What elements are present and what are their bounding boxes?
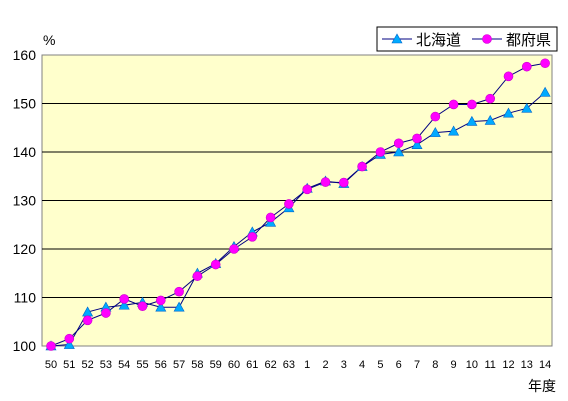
x-tick-label: 61 bbox=[246, 359, 258, 371]
y-tick-label: 110 bbox=[14, 290, 37, 306]
data-point-triangle bbox=[521, 102, 533, 113]
x-tick-label: 1 bbox=[304, 359, 310, 371]
x-axis-ticks: 50 51 52 53 54 55 56 57 58 59 60 61 62 63 1 2 3 4 5 6 7 8 9 10 1… bbox=[45, 359, 551, 371]
data-point-triangle bbox=[502, 107, 515, 118]
x-tick-label: 57 bbox=[173, 359, 185, 371]
y-tick-label: 150 bbox=[13, 96, 37, 112]
data-point-circle bbox=[210, 259, 221, 270]
data-point-circle bbox=[503, 71, 514, 82]
x-tick-label: 7 bbox=[414, 359, 420, 371]
data-point-circle bbox=[320, 177, 331, 187]
x-tick-label: 11 bbox=[484, 359, 495, 371]
data-point-triangle bbox=[63, 338, 75, 349]
data-point-circle bbox=[393, 138, 404, 149]
data-point-circle bbox=[357, 161, 367, 172]
y-tick-label: 140 bbox=[13, 144, 37, 160]
y-tick-label: 130 bbox=[13, 193, 37, 209]
data-point-circle bbox=[101, 308, 111, 318]
legend-circle-marker bbox=[482, 34, 492, 44]
y-axis-ticks: 100 110 120 130 140 150 160 bbox=[13, 47, 37, 354]
x-axis-unit-label: 年度 bbox=[528, 378, 556, 394]
data-point-triangle bbox=[155, 301, 167, 312]
data-point-circle bbox=[302, 184, 313, 195]
data-point-circle bbox=[64, 333, 75, 344]
data-point-circle bbox=[375, 147, 386, 157]
data-point-circle bbox=[174, 286, 184, 297]
data-point-circle bbox=[46, 341, 56, 351]
data-point-circle bbox=[284, 199, 294, 209]
data-point-circle bbox=[119, 294, 129, 304]
data-point-circle bbox=[412, 133, 422, 144]
data-point-triangle bbox=[411, 139, 423, 150]
data-point-triangle bbox=[448, 125, 460, 136]
data-point-circle bbox=[485, 93, 496, 104]
x-tick-label: 4 bbox=[359, 359, 365, 371]
x-tick-label: 55 bbox=[136, 359, 148, 371]
x-tick-label: 3 bbox=[341, 359, 347, 371]
x-tick-label: 53 bbox=[100, 359, 112, 371]
x-tick-label: 14 bbox=[539, 359, 551, 371]
x-tick-label: 50 bbox=[45, 359, 57, 371]
legend-label-hokkaido: 北海道 bbox=[416, 32, 461, 49]
x-tick-label: 2 bbox=[322, 359, 328, 371]
x-tick-label: 12 bbox=[502, 359, 514, 371]
x-tick-label: 13 bbox=[521, 359, 533, 371]
x-tick-label: 8 bbox=[432, 359, 438, 371]
data-point-triangle bbox=[173, 301, 185, 312]
data-point-triangle bbox=[393, 146, 405, 157]
data-point-circle bbox=[540, 58, 550, 69]
legend: 北海道 都府県 bbox=[376, 26, 558, 52]
data-point-triangle bbox=[539, 86, 551, 97]
data-point-circle bbox=[247, 232, 258, 242]
x-tick-label: 9 bbox=[451, 359, 457, 371]
data-point-circle bbox=[192, 271, 203, 281]
data-point-circle bbox=[338, 177, 349, 188]
x-tick-label: 60 bbox=[228, 359, 240, 371]
data-point-circle bbox=[229, 244, 239, 254]
y-tick-label: 100 bbox=[13, 338, 37, 354]
data-point-circle bbox=[137, 301, 148, 312]
x-tick-label: 63 bbox=[283, 359, 295, 371]
x-tick-label: 52 bbox=[81, 359, 93, 371]
legend-label-prefectures: 都府県 bbox=[506, 32, 551, 49]
y-tick-label: 120 bbox=[13, 241, 37, 257]
x-tick-label: 62 bbox=[264, 359, 276, 371]
data-point-circle bbox=[82, 315, 93, 326]
data-point-circle bbox=[521, 61, 532, 72]
legend-triangle-marker bbox=[391, 33, 403, 44]
x-tick-label: 6 bbox=[396, 359, 402, 371]
y-axis-unit-label: % bbox=[43, 32, 55, 48]
x-tick-label: 58 bbox=[191, 359, 203, 371]
x-tick-label: 54 bbox=[118, 359, 130, 371]
data-point-circle bbox=[448, 99, 459, 110]
series-line-0 bbox=[50, 91, 546, 347]
series-line-1 bbox=[50, 62, 546, 347]
x-tick-label: 59 bbox=[210, 359, 222, 371]
data-point-triangle bbox=[466, 115, 478, 126]
data-point-circle bbox=[265, 212, 276, 223]
x-tick-label: 10 bbox=[466, 359, 478, 371]
data-point-circle bbox=[156, 295, 166, 306]
data-point-circle bbox=[467, 99, 477, 110]
data-point-triangle bbox=[118, 299, 130, 310]
legend-box bbox=[376, 26, 558, 52]
data-point-circle bbox=[430, 111, 441, 122]
series-group bbox=[45, 58, 551, 351]
x-tick-label: 51 bbox=[63, 359, 75, 371]
x-tick-label: 5 bbox=[377, 359, 383, 371]
x-tick-label: 56 bbox=[155, 359, 167, 371]
data-point-triangle bbox=[484, 114, 496, 125]
y-tick-label: 160 bbox=[13, 47, 37, 63]
data-point-triangle bbox=[429, 126, 441, 137]
